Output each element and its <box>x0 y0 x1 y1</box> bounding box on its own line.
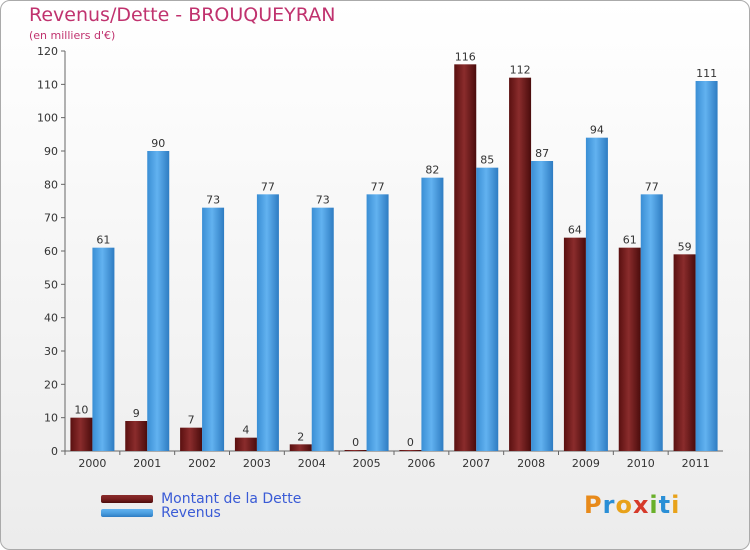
data-label-dette: 116 <box>455 50 476 63</box>
y-tick-label: 80 <box>44 178 58 191</box>
y-tick-label: 120 <box>37 45 58 58</box>
y-tick-label: 90 <box>44 145 58 158</box>
bar-revenus <box>421 177 444 451</box>
data-label-dette: 10 <box>74 404 88 417</box>
chart-subtitle: (en milliers d'€) <box>29 29 116 42</box>
chart-title: Revenus/Dette - BROUQUEYRAN <box>29 4 336 26</box>
y-tick-label: 0 <box>51 445 58 458</box>
data-label-revenus: 94 <box>590 124 604 137</box>
data-label-dette: 112 <box>510 64 531 77</box>
data-label-revenus: 73 <box>206 194 220 207</box>
data-label-revenus: 82 <box>425 164 439 177</box>
data-label-dette: 7 <box>188 414 195 427</box>
logo-letter: r <box>602 491 616 519</box>
y-tick-label: 110 <box>37 78 58 91</box>
bar-dette <box>563 237 586 451</box>
data-label-revenus: 61 <box>96 234 110 247</box>
y-tick-label: 100 <box>37 112 58 125</box>
y-tick-label: 70 <box>44 212 58 225</box>
logo-letter: t <box>658 491 672 519</box>
y-tick-label: 40 <box>44 312 58 325</box>
x-tick-label: 2002 <box>188 457 216 470</box>
x-tick-label: 2010 <box>627 457 655 470</box>
bar-revenus <box>202 207 225 451</box>
data-label-dette: 4 <box>242 424 249 437</box>
bar-revenus <box>695 81 718 451</box>
legend-item-dette: Montant de la Dette <box>101 488 302 507</box>
data-label-revenus: 77 <box>645 180 659 193</box>
logo-letter: i <box>671 491 681 519</box>
bar-dette <box>509 77 532 452</box>
bar-dette <box>673 254 696 451</box>
x-tick-label: 2009 <box>572 457 600 470</box>
data-label-revenus: 90 <box>151 137 165 150</box>
legend-label-revenus: Revenus <box>161 504 221 521</box>
bar-revenus <box>256 194 279 452</box>
data-label-dette: 59 <box>678 240 692 253</box>
y-tick-label: 20 <box>44 378 58 391</box>
bar-revenus <box>585 137 608 451</box>
logo-letter: P <box>584 491 603 519</box>
bar-revenus <box>92 247 115 451</box>
data-label-revenus: 111 <box>696 67 717 80</box>
data-label-revenus: 85 <box>480 154 494 167</box>
x-tick-label: 2001 <box>133 457 161 470</box>
data-labels: 10 9 7 4 2 0 0 116 112 64 61 59 61 90 73 77 73 77 82 85 87 94… <box>74 50 717 449</box>
bar-revenus <box>531 161 554 451</box>
data-label-revenus: 77 <box>371 180 385 193</box>
bar-dette <box>234 437 257 451</box>
bar-revenus <box>476 167 499 451</box>
y-tick-label: 30 <box>44 345 58 358</box>
x-tick-label: 2011 <box>682 457 710 470</box>
legend-swatch-revenus <box>101 508 153 517</box>
data-label-dette: 9 <box>133 407 140 420</box>
x-tick-label: 2006 <box>407 457 435 470</box>
bar-revenus <box>366 194 389 452</box>
data-label-dette: 0 <box>352 436 359 449</box>
legend-item-revenus: Revenus <box>101 502 221 521</box>
bars <box>70 64 718 452</box>
bar-dette <box>70 417 93 451</box>
x-tick-label: 2000 <box>78 457 106 470</box>
x-tick-label: 2003 <box>243 457 271 470</box>
bar-dette <box>180 427 203 451</box>
bar-dette <box>289 444 312 451</box>
x-tick-label: 2007 <box>462 457 490 470</box>
bar-dette <box>344 450 367 451</box>
x-tick-label: 2004 <box>298 457 326 470</box>
bar-dette <box>399 450 422 451</box>
legend-swatch-dette <box>101 494 153 503</box>
bar-dette <box>618 247 641 451</box>
proxiti-logo: Proxiti <box>584 491 680 519</box>
y-tick-label: 10 <box>44 412 58 425</box>
x-tick-label: 2008 <box>517 457 545 470</box>
logo-letter: x <box>632 491 650 519</box>
data-label-dette: 2 <box>297 430 304 443</box>
legend-label-dette: Montant de la Dette <box>161 490 302 507</box>
x-tick-label: 2005 <box>353 457 381 470</box>
data-label-revenus: 77 <box>261 180 275 193</box>
y-tick-label: 50 <box>44 278 58 291</box>
data-label-dette: 0 <box>407 436 414 449</box>
data-label-revenus: 73 <box>316 194 330 207</box>
bar-dette <box>454 64 477 452</box>
bar-dette <box>125 421 148 451</box>
data-label-dette: 64 <box>568 224 582 237</box>
bar-revenus <box>147 151 170 451</box>
y-tick-label: 60 <box>44 245 58 258</box>
logo-letter: i <box>649 491 659 519</box>
bar-revenus <box>311 207 334 451</box>
bar-revenus <box>640 194 663 452</box>
logo-letter: o <box>615 491 633 519</box>
data-label-revenus: 87 <box>535 147 549 160</box>
data-label-dette: 61 <box>623 234 637 247</box>
